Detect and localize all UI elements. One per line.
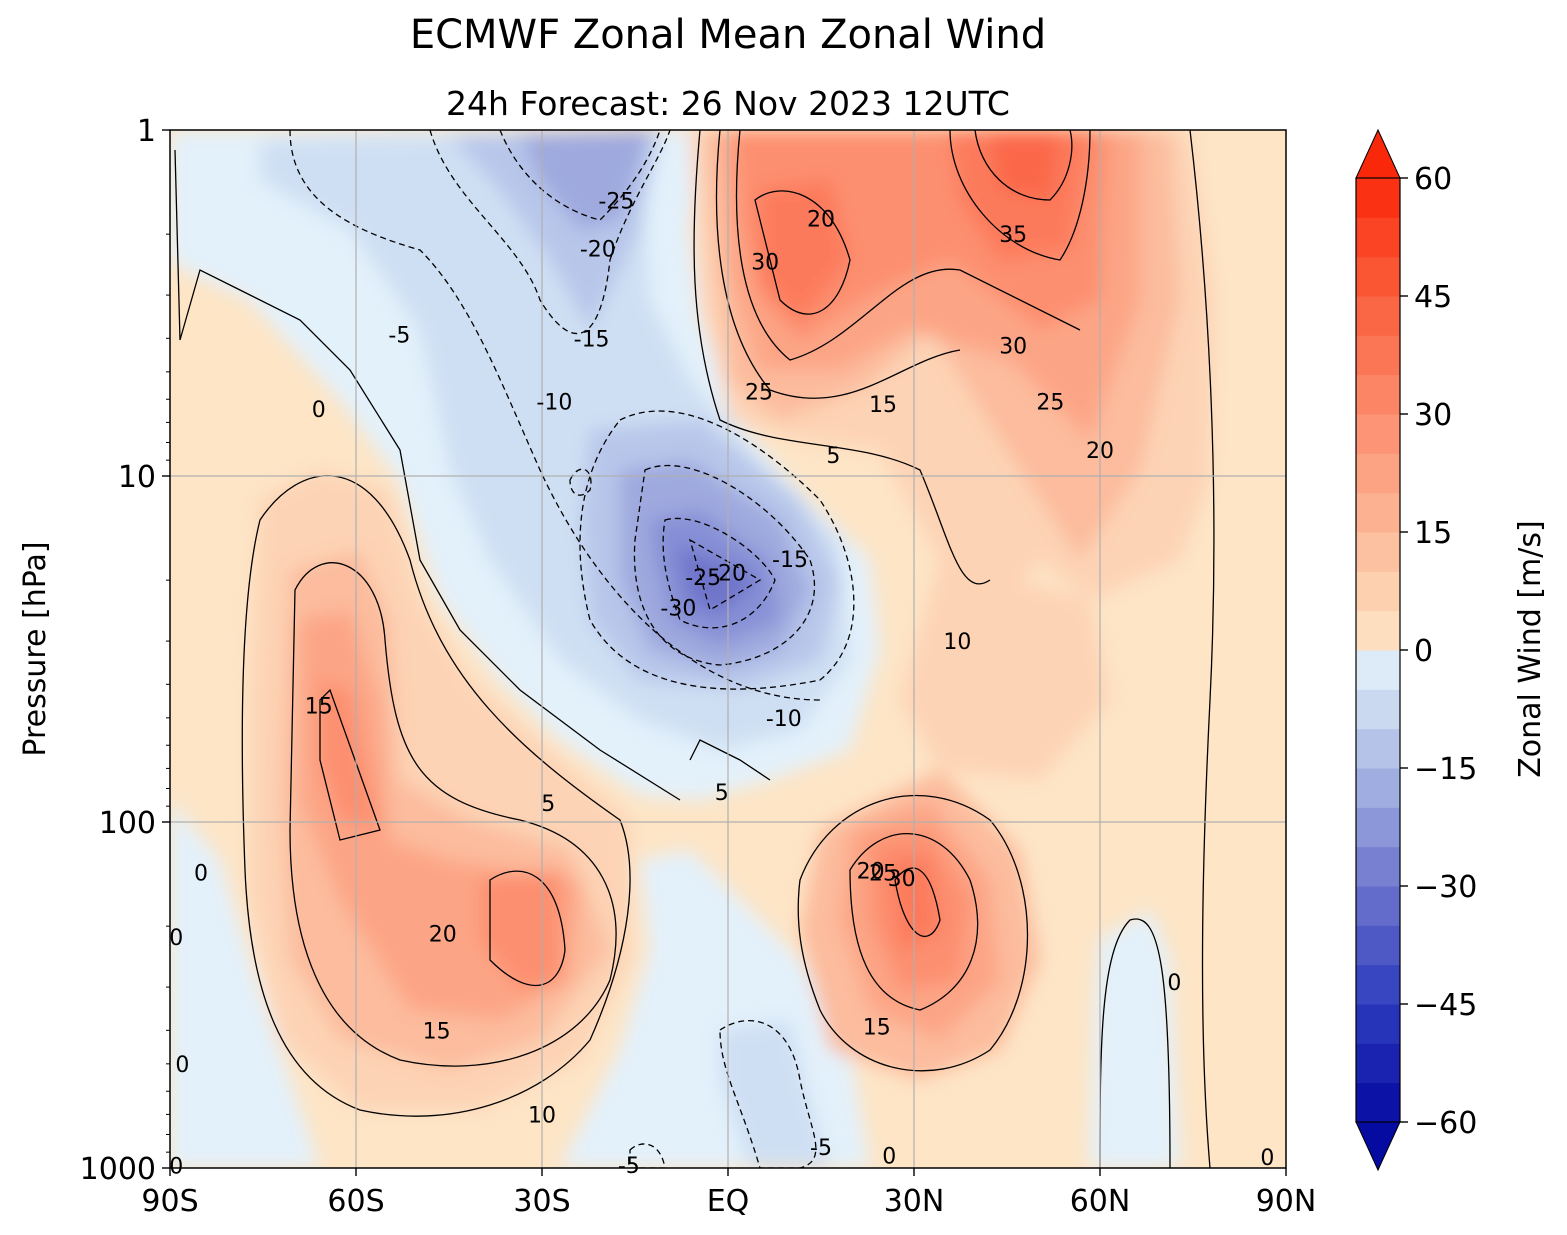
x-tick-label: EQ [707, 1184, 750, 1219]
contour-label: -15 [574, 327, 610, 352]
contour-label: 0 [1260, 1146, 1274, 1171]
colorbar-segment [1356, 1082, 1400, 1123]
colorbar-segment [1356, 217, 1400, 258]
contour-label: -25 [598, 190, 634, 215]
contour-label: 15 [423, 1019, 451, 1044]
y-axis-label: Pressure [hPa] [18, 541, 53, 756]
y-tick-label: 10 [118, 460, 156, 495]
contour-label: 35 [999, 223, 1027, 248]
contour-label: -5 [388, 324, 410, 349]
contour-label: 0 [1167, 971, 1181, 996]
colorbar-segment [1356, 925, 1400, 966]
x-tick-label: 30S [513, 1184, 570, 1219]
colorbar-label: Zonal Wind [m/s] [1513, 520, 1548, 777]
contour-label: 5 [715, 781, 729, 806]
contour-label: 30 [999, 335, 1027, 360]
colorbar-segment [1356, 296, 1400, 336]
contour-label: -25 [685, 566, 721, 591]
colorbar-segment [1356, 650, 1400, 690]
colorbar-tick-label: 30 [1414, 398, 1452, 433]
colorbar-segment [1356, 1004, 1400, 1044]
x-axis: 90S 60S 30S EQ 30N 60N 90N [141, 1168, 1316, 1219]
colorbar-segment [1356, 768, 1400, 808]
contour-label: 0 [194, 862, 208, 887]
colorbar-segment [1356, 492, 1400, 533]
x-tick-label: 90N [1256, 1184, 1317, 1219]
colorbar-segment [1356, 689, 1400, 730]
contour-label: 25 [869, 862, 897, 887]
colorbar-tick-label: 60 [1414, 162, 1452, 197]
contour-label: -5 [618, 1154, 640, 1179]
colorbar-extend-top [1355, 128, 1401, 179]
colorbar-segment [1356, 374, 1400, 415]
contour-label: -5 [810, 1136, 832, 1161]
colorbar-extend-bottom [1355, 1121, 1401, 1172]
contour-label: 30 [888, 867, 916, 892]
x-tick-label: 90S [141, 1184, 198, 1219]
contour-label: -10 [766, 707, 802, 732]
contour-label: 20 [857, 859, 885, 884]
y-tick-label: 100 [99, 806, 156, 841]
contour-label: -10 [536, 391, 572, 416]
colorbar-tick-label: 0 [1414, 634, 1433, 669]
contour-label: 0 [312, 398, 326, 423]
contour-label: 0 [175, 1053, 189, 1078]
colorbar-segment [1356, 453, 1400, 494]
y-tick-label: 1 [137, 114, 156, 149]
contour-label: 0 [882, 1144, 896, 1169]
colorbar-segment [1356, 571, 1400, 612]
colorbar-tick-label: −30 [1414, 870, 1477, 905]
x-tick-label: 60N [1070, 1184, 1131, 1219]
x-tick-label: 60S [327, 1184, 384, 1219]
colorbar-tick-label: 45 [1414, 280, 1452, 315]
colorbar-segment [1356, 728, 1400, 769]
colorbar-tick-label: 15 [1414, 516, 1452, 551]
chart-subtitle: 24h Forecast: 26 Nov 2023 12UTC [446, 84, 1010, 123]
contour-label: 5 [541, 792, 555, 817]
contour-label: 0 [169, 1155, 183, 1180]
colorbar-segment [1356, 256, 1400, 297]
grid [170, 130, 1286, 1168]
negative-contours [289, 130, 855, 1168]
colorbar-segment [1356, 1043, 1400, 1084]
chart-title: ECMWF Zonal Mean Zonal Wind [409, 12, 1047, 58]
colorbar-segment [1356, 335, 1400, 376]
contour-label: 15 [869, 393, 897, 418]
colorbar-tick-label: −60 [1414, 1106, 1477, 1141]
colorbar-segment [1356, 610, 1400, 651]
colorbar-tick-label: −45 [1414, 988, 1477, 1023]
contour-label: 10 [943, 630, 971, 655]
contour-label: 20 [1086, 439, 1114, 464]
contour-label: 10 [528, 1103, 556, 1128]
contour-label: -20 [580, 237, 616, 262]
contour-lines [174, 130, 1215, 1168]
contour-label: 15 [863, 1016, 891, 1041]
contour-label: -15 [772, 548, 808, 573]
colorbar-tick-label: −15 [1414, 752, 1477, 787]
contour-label: 25 [1036, 391, 1064, 416]
colorbar-segment [1356, 886, 1400, 926]
colorbar-segment [1356, 846, 1400, 887]
y-axis: 1 10 100 1000 [80, 114, 170, 1187]
contour-label: 0 [169, 926, 183, 951]
colorbar: 60 45 30 15 0 −15 −30 −45 −60 [1355, 128, 1477, 1172]
x-tick-label: 30N [884, 1184, 945, 1219]
colorbar-segment [1356, 178, 1400, 218]
y-tick-label: 1000 [80, 1152, 156, 1187]
contour-label: 15 [305, 694, 333, 719]
contour-label: 20 [429, 922, 457, 947]
colorbar-segment [1356, 532, 1400, 572]
contour-label: 30 [751, 251, 779, 276]
contour-label: -30 [660, 597, 696, 622]
contour-label: 20 [807, 207, 835, 232]
contour-label: 25 [745, 381, 773, 406]
colorbar-segment [1356, 964, 1400, 1005]
contour-label: 5 [826, 444, 840, 469]
contour-label: -20 [710, 561, 746, 586]
colorbar-segment [1356, 414, 1400, 454]
colorbar-segment [1356, 807, 1400, 848]
